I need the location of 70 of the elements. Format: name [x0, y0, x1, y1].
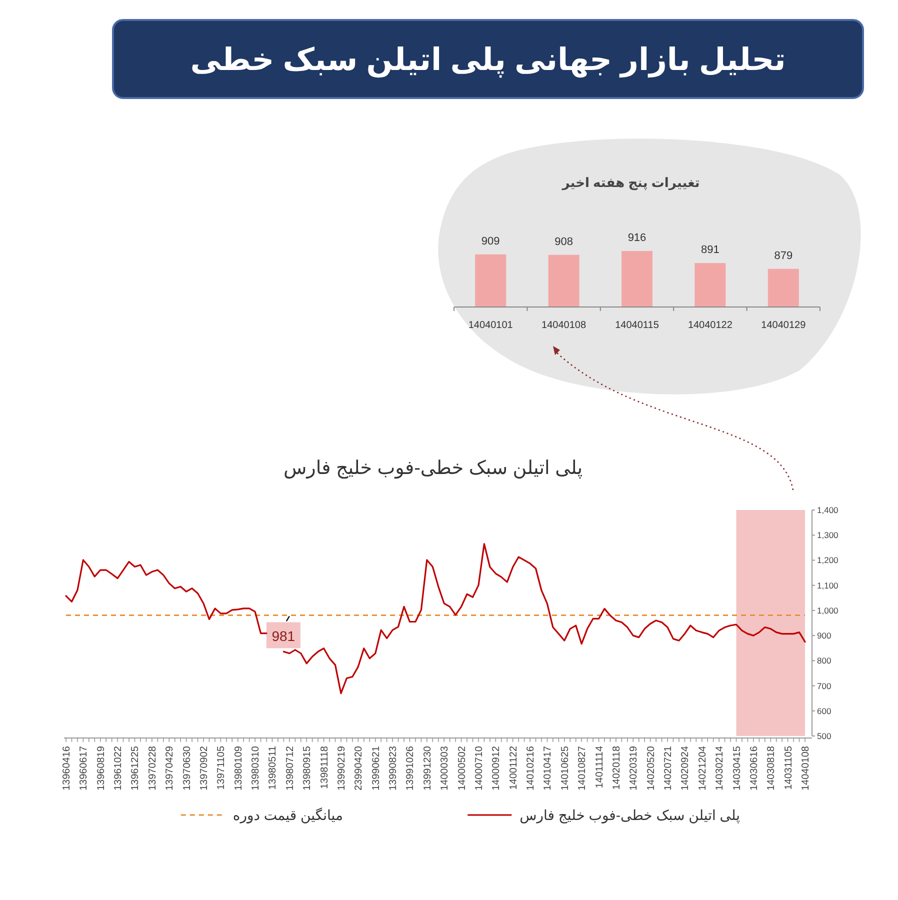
x-tick-label: 13960416 — [62, 746, 72, 790]
x-tick-label: 14031105 — [783, 746, 794, 790]
x-tick-label: 14040129 — [761, 320, 806, 331]
x-tick-label: 14011114 — [594, 746, 606, 788]
x-tick-label: 14040115 — [615, 320, 660, 331]
x-tick-label: 14040101 — [468, 320, 514, 331]
x-tick-label: 13980511 — [268, 746, 279, 790]
y-tick-label: 1,000 — [817, 605, 839, 616]
x-tick-label: 13980712 — [284, 746, 296, 790]
data-label: 908 — [554, 236, 573, 248]
x-tick-label: 14040108 — [800, 746, 812, 790]
x-tick-label: 14010417 — [542, 746, 554, 790]
legend-label: پلی اتیلن سبک خطی-فوب خلیج فارس — [520, 807, 740, 824]
x-tick-label: 14001122 — [508, 746, 520, 790]
y-tick-label: 900 — [817, 630, 832, 641]
legend-label: میانگین قیمت دوره — [232, 807, 343, 824]
x-tick-label: 13961022 — [113, 746, 124, 790]
y-tick-label: 700 — [817, 680, 832, 691]
x-tick-label: 14030214 — [714, 746, 726, 790]
x-tick-label: 13960819 — [96, 746, 107, 790]
x-tick-label: 14040122 — [688, 320, 733, 331]
y-tick-label: 1,400 — [817, 505, 839, 515]
x-tick-label: 13971105 — [216, 746, 228, 790]
x-tick-label: 13970902 — [198, 746, 210, 790]
x-tick-label: 23990420 — [354, 746, 365, 790]
x-tick-label: 14000710 — [474, 746, 485, 790]
x-tick-label: 14020924 — [680, 746, 692, 790]
x-tick-label: 13970228 — [147, 746, 158, 790]
x-tick-label: 13970630 — [182, 746, 193, 790]
x-tick-label: 14000502 — [456, 746, 468, 790]
chart-title: پلی اتیلن سبک خطی-فوب خلیج فارس — [283, 458, 583, 479]
y-tick-label: 1,200 — [817, 555, 839, 566]
x-tick-label: 13960617 — [78, 746, 90, 790]
x-tick-label: 14000912 — [491, 746, 502, 790]
x-tick-label: 14020319 — [628, 746, 640, 790]
x-tick-label: 14000303 — [440, 746, 451, 790]
x-tick-label: 14040108 — [542, 320, 586, 331]
data-label: 891 — [701, 244, 720, 256]
y-tick-label: 600 — [817, 706, 832, 716]
x-tick-label: 14020520 — [646, 746, 657, 790]
x-tick-label: 13990621 — [370, 746, 382, 790]
text: تحلیل بازار جهانی پلی اتیلن سبک خطی — [190, 42, 786, 78]
data-label: 916 — [628, 232, 646, 244]
annotation: 981 — [272, 628, 296, 644]
y-tick-label: 1,100 — [817, 580, 839, 590]
data-label: 879 — [774, 250, 793, 262]
x-tick-label: 13991026 — [405, 746, 416, 790]
x-tick-label: 14020118 — [611, 746, 622, 790]
x-tick-label: 14010827 — [577, 746, 588, 790]
x-tick-label: 14030415 — [732, 746, 743, 790]
x-tick-label: 13981118 — [319, 746, 330, 790]
x-tick-label: 13980109 — [233, 746, 244, 790]
y-tick-label: 800 — [817, 656, 832, 666]
x-tick-label: 13990823 — [388, 746, 400, 790]
data-label: 909 — [481, 235, 500, 248]
x-tick-label: 13961225 — [130, 746, 142, 790]
x-tick-label: 14010625 — [560, 746, 571, 790]
x-tick-label: 14020721 — [663, 746, 674, 790]
x-tick-label: 13970429 — [164, 746, 176, 790]
y-tick-label: 500 — [817, 731, 832, 741]
x-tick-label: 14030616 — [748, 746, 760, 790]
chart-title: تغییرات پنج هفته اخیر — [561, 175, 700, 191]
x-tick-label: 13980915 — [302, 746, 314, 790]
x-tick-label: 13980310 — [250, 746, 262, 790]
x-tick-label: 14010216 — [526, 746, 537, 790]
x-tick-label: 13991230 — [422, 746, 434, 790]
x-tick-label: 14030818 — [766, 746, 778, 790]
x-tick-label: 14021204 — [697, 746, 708, 790]
x-tick-label: 13990219 — [336, 746, 348, 790]
y-tick-label: 1,300 — [817, 530, 839, 540]
